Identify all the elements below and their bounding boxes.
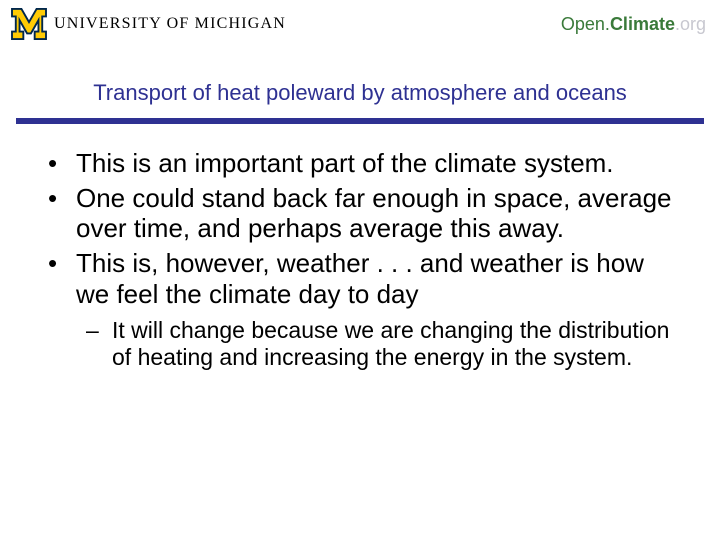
bullet-text: One could stand back far enough in space…	[76, 183, 672, 244]
list-item: It will change because we are changing t…	[86, 317, 680, 371]
block-m-icon	[10, 7, 48, 41]
university-logo: UNIVERSITY OF MICHIGAN	[10, 7, 286, 41]
slide-header: UNIVERSITY OF MICHIGAN Open.Climate.org	[0, 0, 720, 44]
sub-bullet-text: It will change because we are changing t…	[112, 317, 669, 370]
openclimate-logo: Open.Climate.org	[557, 12, 710, 37]
slide-content: This is an important part of the climate…	[0, 148, 720, 372]
list-item: This is, however, weather . . . and weat…	[46, 248, 680, 372]
slide-title: Transport of heat poleward by atmosphere…	[0, 44, 720, 114]
title-underline	[16, 118, 704, 124]
university-name: UNIVERSITY OF MICHIGAN	[54, 16, 286, 32]
oc-open: Open	[561, 14, 605, 34]
sub-bullet-list: It will change because we are changing t…	[86, 317, 680, 371]
oc-org: org	[680, 14, 706, 34]
list-item: One could stand back far enough in space…	[46, 183, 680, 244]
oc-climate: Climate	[610, 14, 675, 34]
bullet-text: This is an important part of the climate…	[76, 148, 614, 178]
bullet-text: This is, however, weather . . . and weat…	[76, 248, 644, 309]
bullet-list: This is an important part of the climate…	[46, 148, 680, 372]
list-item: This is an important part of the climate…	[46, 148, 680, 179]
university-text: UNIVERSITY OF MICHIGAN	[54, 16, 286, 32]
